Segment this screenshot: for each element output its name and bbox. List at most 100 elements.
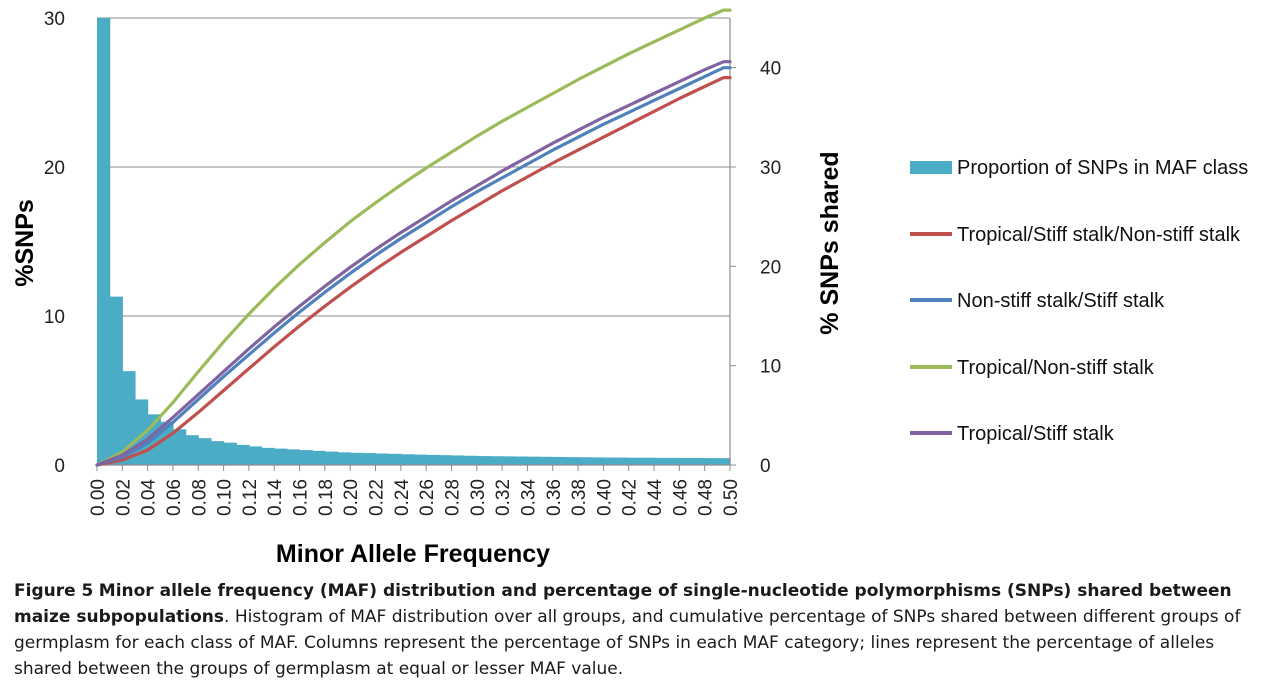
x-tick-label: 0.18 [316,479,337,516]
histogram-bar [97,18,111,465]
legend-swatch-histogram [910,161,952,174]
caption-body: . Histogram of MAF distribution over all… [14,607,1241,679]
histogram-bar [210,441,225,465]
right-y-tick-labels: 0 10 20 30 40 [760,59,781,477]
histogram-bar [590,457,604,465]
caption-title: Minor allele frequency (MAF) distributio… [14,581,1232,627]
y-tick-label: 0 [54,456,65,477]
histogram-bar [236,444,250,465]
histogram-bar [476,456,491,465]
x-tick-label: 0.02 [113,479,134,516]
cumulative-lines [95,8,732,467]
legend-label-tropical-nonstiff: Tropical/Non-stiff stalk [957,357,1155,379]
histogram-bars [97,18,731,465]
histogram-bar [324,451,339,465]
y-tick-label: 30 [44,9,65,30]
y-axis-title: %SNPs [11,199,39,287]
x-tick-label: 0.50 [721,479,742,516]
x-tick-label: 0.46 [670,479,691,516]
x-tick-label: 0.16 [291,479,312,516]
histogram-bar [527,456,541,465]
histogram-bar [198,438,212,465]
histogram-bar [160,421,174,465]
legend: Proportion of SNPs in MAF class Tropical… [910,157,1248,445]
y2-tick-label: 30 [760,158,781,179]
x-tick-label: 0.40 [594,479,615,516]
histogram-bar [350,452,364,465]
x-tick-label: 0.42 [620,479,641,516]
x-axis-title: Minor Allele Frequency [276,540,550,568]
x-tick-label: 0.30 [468,479,489,516]
histogram-bar [400,454,415,465]
x-tick-label: 0.44 [645,479,666,516]
series-line-1 [95,75,732,467]
histogram-bar [464,455,478,465]
y2-tick-label: 10 [760,357,781,378]
series-line-2 [95,66,732,467]
histogram-bar [514,456,529,465]
x-tick-label: 0.34 [518,479,539,516]
histogram-bar [692,457,706,465]
histogram-bar [312,450,326,465]
histogram-bar [666,457,680,465]
histogram-bar [641,457,655,465]
x-tick-label: 0.10 [215,479,236,516]
histogram-bar [628,457,642,465]
histogram-bar [172,429,187,465]
histogram-bar [438,455,453,465]
histogram-bar [362,453,377,465]
y2-tick-label: 0 [760,456,771,477]
x-tick-label: 0.20 [341,479,362,516]
gridlines [97,17,730,317]
histogram-bar [654,457,668,465]
histogram-bar [565,457,579,465]
y-tick-label: 20 [44,158,65,179]
legend-label-nonstiff-stiff: Non-stiff stalk/Stiff stalk [957,290,1165,312]
legend-label-histogram: Proportion of SNPs in MAF class [957,157,1248,179]
x-tick-label: 0.06 [164,479,185,516]
series-line-4 [95,60,732,467]
histogram-bar [704,458,718,465]
histogram-bar [413,454,427,465]
caption-figure-label: Figure 5 [14,581,94,601]
histogram-bar [337,452,351,465]
histogram-bar [679,457,693,465]
x-tick-label: 0.22 [367,479,388,516]
figure-caption: Figure 5 Minor allele frequency (MAF) di… [14,578,1264,682]
y2-tick-label: 20 [760,257,781,278]
histogram-bar [109,296,123,465]
x-tick-label: 0.48 [696,479,717,516]
axes [96,18,736,471]
y-tick-label: 10 [44,307,65,328]
legend-label-tropical-stiff-nonstiff: Tropical/Stiff stalk/Non-stiff stalk [957,224,1241,246]
histogram-bar [375,453,389,465]
histogram-bar [185,435,199,465]
y2-tick-label: 40 [760,59,781,80]
histogram-bar [540,456,554,465]
x-tick-label: 0.00 [88,479,109,516]
histogram-bar [717,458,731,465]
series-line-3 [95,8,732,467]
histogram-bar [248,446,263,465]
histogram-bar [489,456,503,465]
x-tick-label: 0.14 [265,479,286,516]
x-tick-label: 0.26 [417,479,438,516]
histogram-bar [603,457,617,465]
histogram-bar [261,447,275,465]
x-tick-labels: 0.00 0.02 0.04 0.06 0.08 0.10 0.12 0.14 0.16 0.18… [88,479,742,516]
histogram-bar [299,450,313,465]
y2-axis-title: % SNPs shared [816,151,844,334]
x-tick-label: 0.04 [139,479,160,516]
x-tick-label: 0.12 [240,479,261,516]
histogram-bar [223,442,237,465]
histogram-bar [451,455,465,465]
x-tick-label: 0.36 [544,479,565,516]
histogram-bar [286,449,301,465]
histogram-bar [616,457,630,465]
x-tick-label: 0.08 [189,479,210,516]
histogram-bar [388,453,402,465]
histogram-bar [502,456,516,465]
histogram-bar [426,454,440,465]
x-tick-label: 0.38 [569,479,590,516]
